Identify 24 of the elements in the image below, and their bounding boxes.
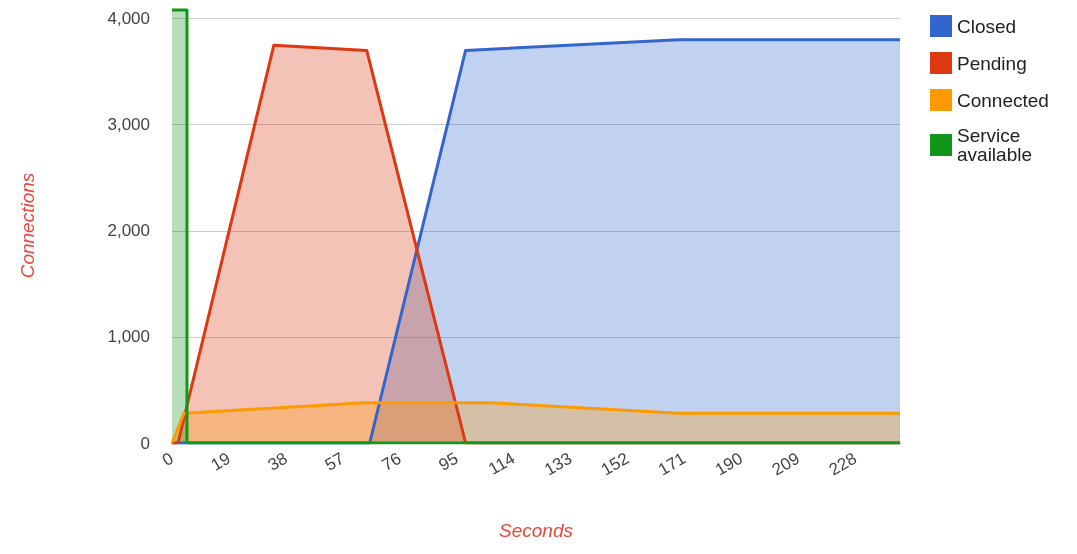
y-tick-label: 0 — [140, 433, 150, 453]
x-tick-label: 209 — [768, 448, 803, 480]
y-tick-label: 2,000 — [107, 221, 150, 241]
legend-label: Pending — [957, 52, 1027, 74]
x-tick-label: 190 — [711, 448, 746, 480]
x-tick-label: 0 — [159, 448, 177, 470]
y-tick-label: 4,000 — [107, 9, 150, 29]
legend-label: Service available — [957, 125, 1032, 165]
x-tick-label: 38 — [264, 448, 291, 475]
legend-label: Connected — [957, 89, 1049, 111]
x-tick-label: 228 — [825, 448, 860, 480]
x-tick-label: 57 — [321, 448, 348, 475]
x-tick-label: 114 — [485, 448, 519, 479]
y-tick-label: 1,000 — [107, 327, 150, 347]
x-tick-label: 95 — [435, 448, 462, 475]
x-tick-label: 133 — [541, 448, 576, 480]
y-tick-label: 3,000 — [107, 115, 150, 135]
x-tick-label: 152 — [598, 448, 633, 480]
y-axis-title: Connections — [17, 172, 38, 279]
legend-label: Closed — [957, 15, 1017, 37]
x-tick-label: 76 — [378, 448, 405, 475]
x-axis-title: Seconds — [499, 520, 574, 541]
x-tick-label: 171 — [655, 448, 690, 480]
x-tick-label: 19 — [207, 448, 234, 475]
